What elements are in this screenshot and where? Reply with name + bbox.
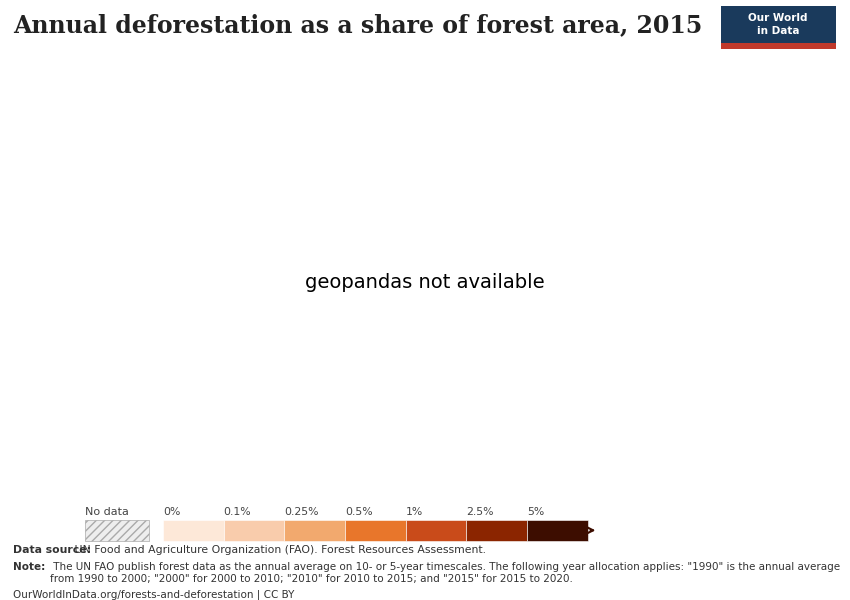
Bar bbox=[85, 520, 149, 541]
Bar bbox=[467, 520, 527, 541]
Text: 5%: 5% bbox=[527, 507, 544, 517]
Text: Our World: Our World bbox=[748, 13, 808, 23]
Text: 0.5%: 0.5% bbox=[345, 507, 372, 517]
Text: No data: No data bbox=[85, 507, 129, 517]
Text: 0%: 0% bbox=[163, 507, 180, 517]
Text: Annual deforestation as a share of forest area, 2015: Annual deforestation as a share of fores… bbox=[13, 13, 702, 37]
Text: 2.5%: 2.5% bbox=[467, 507, 494, 517]
Text: UN Food and Agriculture Organization (FAO). Forest Resources Assessment.: UN Food and Agriculture Organization (FA… bbox=[71, 545, 485, 555]
Text: The UN FAO publish forest data as the annual average on 10- or 5-year timescales: The UN FAO publish forest data as the an… bbox=[50, 562, 841, 584]
Text: Note:: Note: bbox=[13, 562, 45, 572]
Text: Data source:: Data source: bbox=[13, 545, 91, 555]
Text: in Data: in Data bbox=[756, 26, 799, 36]
Bar bbox=[345, 520, 405, 541]
Bar bbox=[721, 43, 836, 49]
Text: 1%: 1% bbox=[405, 507, 423, 517]
Bar bbox=[163, 520, 224, 541]
Bar bbox=[527, 520, 588, 541]
Text: geopandas not available: geopandas not available bbox=[305, 272, 545, 292]
Text: 0.25%: 0.25% bbox=[285, 507, 319, 517]
Bar bbox=[405, 520, 467, 541]
Bar bbox=[224, 520, 285, 541]
Bar bbox=[285, 520, 345, 541]
Text: OurWorldInData.org/forests-and-deforestation | CC BY: OurWorldInData.org/forests-and-deforesta… bbox=[13, 589, 294, 600]
Text: 0.1%: 0.1% bbox=[224, 507, 252, 517]
